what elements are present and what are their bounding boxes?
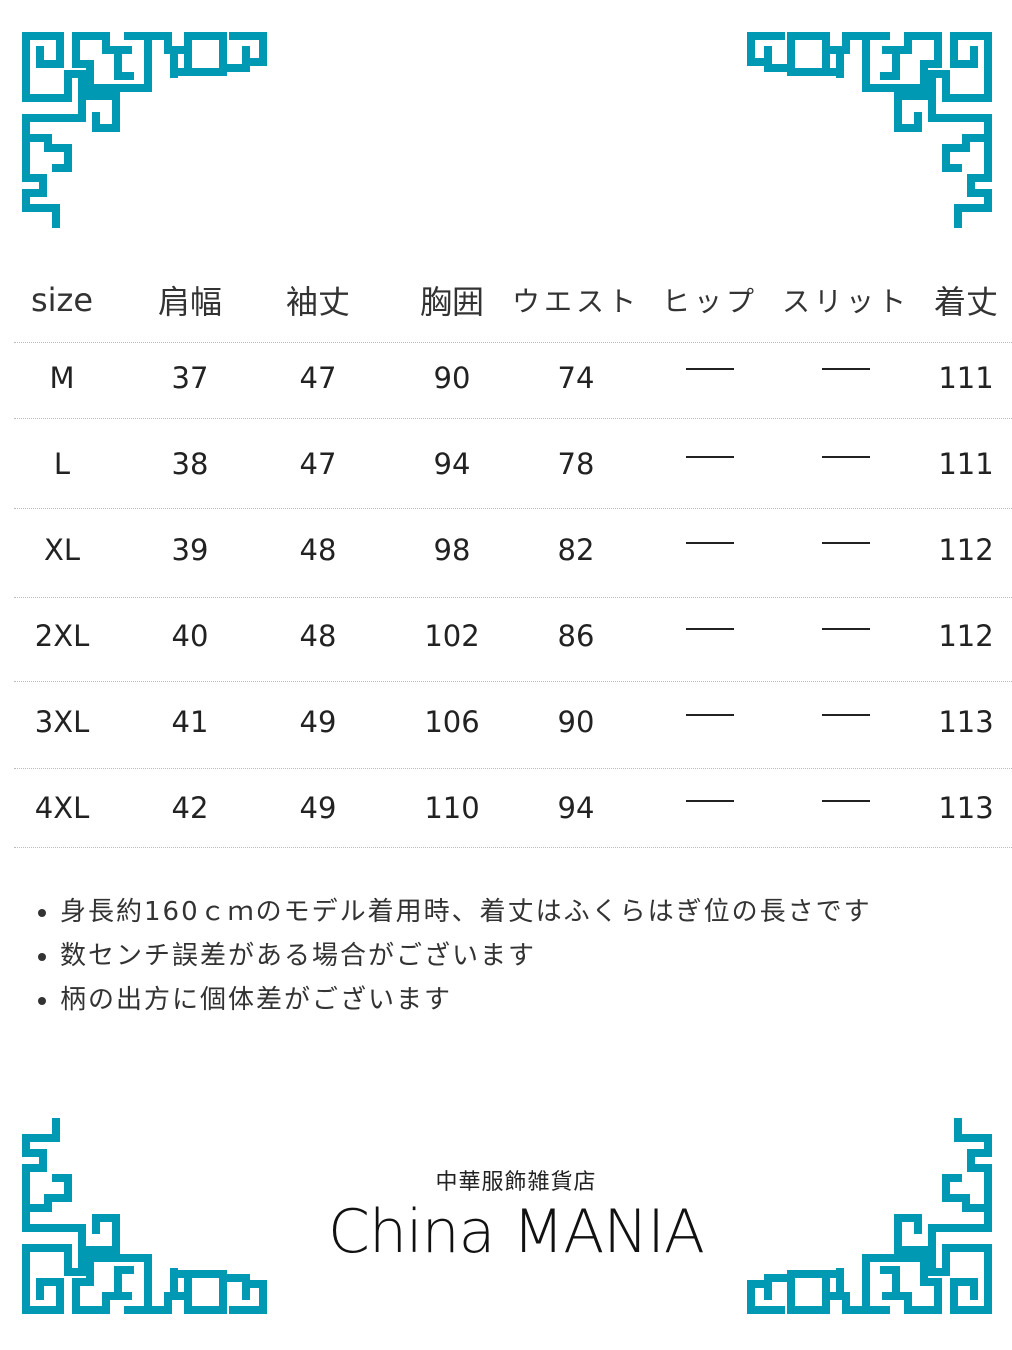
table-cell: XL: [43, 533, 81, 567]
note-text: 身長約160ｃｍのモデル着用時、着丈はふくらはぎ位の長さです: [60, 897, 872, 927]
table-cell: L: [53, 447, 71, 481]
table-cell: 113: [938, 705, 994, 739]
column-header: スリット: [781, 285, 911, 318]
row-divider: [14, 508, 1012, 509]
dash-cell: [822, 542, 870, 544]
table-cell: 40: [171, 619, 209, 653]
table-cell: 74: [557, 361, 595, 395]
table-cell: 82: [557, 533, 595, 567]
table-cell: 90: [433, 361, 471, 395]
table-cell: 49: [299, 791, 337, 825]
table-cell: 111: [938, 361, 994, 395]
table-cell: 110: [424, 791, 480, 825]
table-cell: 102: [424, 619, 480, 653]
column-header: ヒップ: [661, 285, 759, 318]
column-header: 胸囲: [419, 283, 485, 321]
bullet-icon: [38, 996, 46, 1005]
table-cell: 78: [557, 447, 595, 481]
column-header: 着丈: [933, 283, 999, 321]
dash-cell: [686, 800, 734, 802]
dash-cell: [686, 628, 734, 630]
table-cell: 112: [938, 533, 994, 567]
note-item: 身長約160ｃｍのモデル着用時、着丈はふくらはぎ位の長さです: [38, 890, 872, 934]
column-header: size: [30, 281, 94, 319]
row-divider: [14, 418, 1012, 419]
table-cell: 111: [938, 447, 994, 481]
table-cell: 47: [299, 447, 337, 481]
dash-cell: [822, 800, 870, 802]
column-header: 袖丈: [285, 283, 351, 321]
row-divider: [14, 768, 1012, 769]
meander-corner-ornament-bottom-right: [736, 1118, 996, 1318]
table-cell: 2XL: [34, 619, 90, 653]
notes-list: 身長約160ｃｍのモデル着用時、着丈はふくらはぎ位の長さです 数センチ誤差がある…: [38, 890, 872, 1022]
row-divider: [14, 847, 1012, 848]
table-cell: 90: [557, 705, 595, 739]
bullet-icon: [38, 952, 46, 961]
dash-cell: [822, 714, 870, 716]
column-header: ウエスト: [511, 285, 641, 318]
table-cell: M: [49, 361, 75, 395]
dash-cell: [686, 456, 734, 458]
note-item: 柄の出方に個体差がございます: [38, 978, 872, 1022]
table-cell: 47: [299, 361, 337, 395]
row-divider: [14, 681, 1012, 682]
dash-cell: [686, 368, 734, 370]
table-cell: 48: [299, 533, 337, 567]
meander-corner-ornament-top-left: [18, 28, 278, 228]
table-cell: 37: [171, 361, 209, 395]
table-cell: 98: [433, 533, 471, 567]
table-cell: 42: [171, 791, 209, 825]
logo-subtitle: 中華服飾雑貨店: [435, 1170, 597, 1195]
meander-corner-ornament-bottom-left: [18, 1118, 278, 1318]
dash-cell: [686, 714, 734, 716]
column-header: 肩幅: [157, 283, 223, 321]
table-cell: 94: [557, 791, 595, 825]
table-cell: 112: [938, 619, 994, 653]
table-cell: 94: [433, 447, 471, 481]
dash-cell: [686, 542, 734, 544]
table-cell: 41: [171, 705, 209, 739]
row-divider: [14, 342, 1012, 343]
dash-cell: [822, 628, 870, 630]
dash-cell: [822, 456, 870, 458]
row-divider: [14, 597, 1012, 598]
table-cell: 113: [938, 791, 994, 825]
table-cell: 49: [299, 705, 337, 739]
table-cell: 3XL: [34, 705, 90, 739]
note-text: 数センチ誤差がある場合がございます: [60, 941, 537, 971]
meander-corner-ornament-top-right: [736, 28, 996, 228]
table-cell: 48: [299, 619, 337, 653]
table-cell: 38: [171, 447, 209, 481]
table-cell: 86: [557, 619, 595, 653]
note-text: 柄の出方に個体差がございます: [60, 985, 453, 1015]
dash-cell: [822, 368, 870, 370]
bullet-icon: [38, 908, 46, 917]
table-cell: 106: [424, 705, 480, 739]
table-cell: 4XL: [34, 791, 90, 825]
logo-name: China MANIA: [328, 1197, 705, 1267]
table-cell: 39: [171, 533, 209, 567]
note-item: 数センチ誤差がある場合がございます: [38, 934, 872, 978]
